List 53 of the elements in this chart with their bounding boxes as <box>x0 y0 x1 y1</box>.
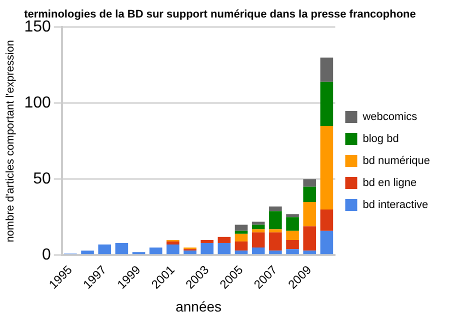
bar <box>252 229 265 232</box>
bar <box>269 206 282 212</box>
bar <box>303 202 316 226</box>
bar <box>320 210 334 231</box>
bar <box>269 229 282 232</box>
bar <box>218 242 231 254</box>
bar <box>286 240 299 250</box>
bar <box>252 224 265 230</box>
legend-label: bd en ligne <box>362 177 417 190</box>
x-axis-title: années <box>176 298 222 314</box>
bar <box>320 58 334 82</box>
bar <box>184 250 196 254</box>
y-tick-label: 100 <box>24 94 51 112</box>
bar <box>200 240 214 243</box>
bar <box>320 230 334 254</box>
bar <box>269 250 282 254</box>
legend-label: webcomics <box>362 111 418 124</box>
bar <box>234 234 248 242</box>
bar <box>286 217 299 231</box>
y-tick-label: 50 <box>33 170 51 188</box>
bar <box>320 82 334 126</box>
bar <box>303 250 316 254</box>
bar <box>252 222 265 225</box>
legend-label: bd interactive <box>362 199 428 212</box>
bar <box>234 250 248 254</box>
legend-label: blog bd <box>362 133 399 146</box>
bar <box>286 230 299 240</box>
bar <box>218 236 231 243</box>
bar <box>98 244 112 254</box>
y-axis-title: nombre d'articles comportant l'expression <box>4 40 17 242</box>
bar <box>303 186 316 202</box>
bar <box>200 242 214 254</box>
bar <box>303 179 316 187</box>
bar <box>234 230 248 234</box>
bar <box>166 244 180 254</box>
bar <box>81 250 94 254</box>
bar <box>320 126 334 210</box>
legend-label: bd numérique <box>362 155 430 168</box>
bar <box>286 214 299 218</box>
bar <box>252 232 265 248</box>
bar <box>252 248 265 254</box>
y-tick-label: 0 <box>42 246 51 264</box>
bar <box>149 248 162 254</box>
bar <box>269 211 282 230</box>
bar <box>286 249 299 254</box>
bar <box>269 232 282 251</box>
y-tick-label: 150 <box>24 18 51 36</box>
bar <box>166 241 180 245</box>
chart-title: terminologies de la BD sur support numérique dans la presse francophone <box>24 8 416 21</box>
bar <box>115 242 128 254</box>
bar <box>234 241 248 251</box>
bar <box>234 224 248 231</box>
bar <box>303 226 316 251</box>
